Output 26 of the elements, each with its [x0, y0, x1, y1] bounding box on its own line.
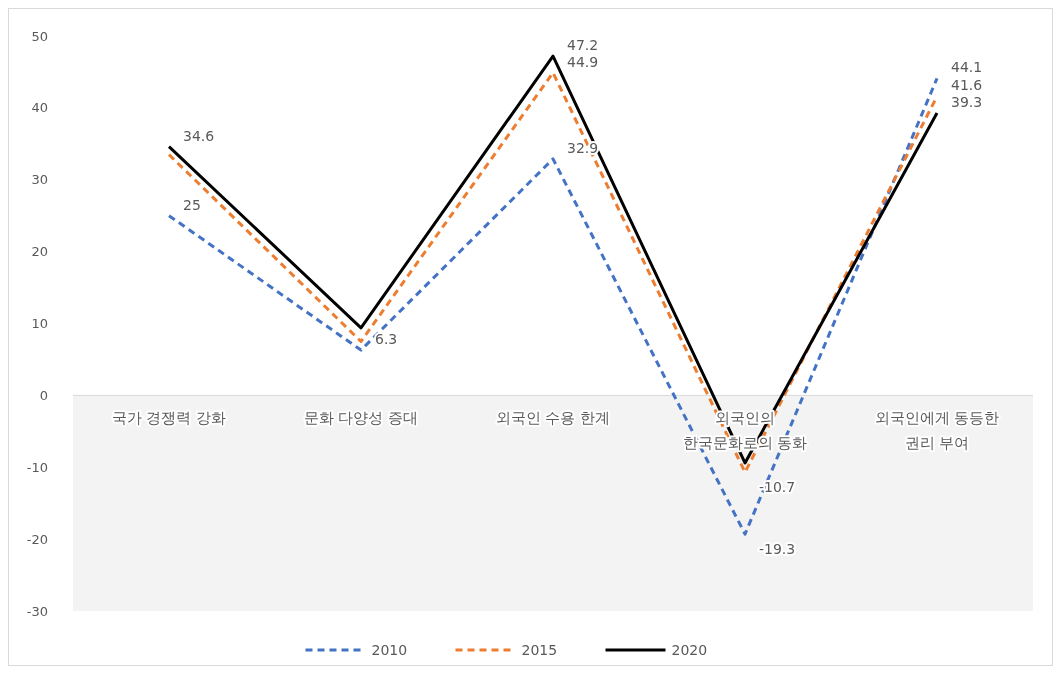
data-label: 34.6 — [183, 127, 215, 144]
x-tick-label: 외국인 수용 한계 — [495, 409, 611, 428]
y-tick-label: -10 — [26, 459, 48, 475]
y-tick-label: -20 — [26, 531, 48, 547]
data-label: -19.3 — [759, 541, 796, 558]
data-label: 44.9 — [567, 53, 599, 70]
x-tick-label: 외국인에게 동등한 권리 부여 — [874, 409, 1000, 453]
x-tick-label: 국가 경쟁력 강화 — [111, 409, 227, 428]
legend-label: 2020 — [671, 641, 708, 658]
data-label: 25 — [183, 196, 201, 213]
y-tick-label: 0 — [39, 387, 48, 403]
data-label: 39.3 — [951, 93, 983, 110]
y-tick-label: 50 — [31, 28, 48, 44]
y-tick-label: 40 — [31, 100, 48, 116]
y-tick-label: 20 — [31, 244, 48, 260]
data-label: 6.3 — [375, 331, 398, 348]
data-label: 41.6 — [951, 77, 983, 94]
legend-label: 2010 — [371, 641, 408, 658]
data-label: 44.1 — [951, 59, 983, 76]
legend-label: 2015 — [521, 641, 558, 658]
data-label: -10.7 — [759, 479, 796, 496]
data-label: 47.2 — [567, 37, 599, 54]
y-tick-label: 10 — [31, 316, 48, 332]
y-tick-label: 30 — [31, 172, 48, 188]
x-tick-label: 문화 다양성 증대 — [303, 409, 419, 428]
y-tick-label: -30 — [26, 603, 48, 619]
